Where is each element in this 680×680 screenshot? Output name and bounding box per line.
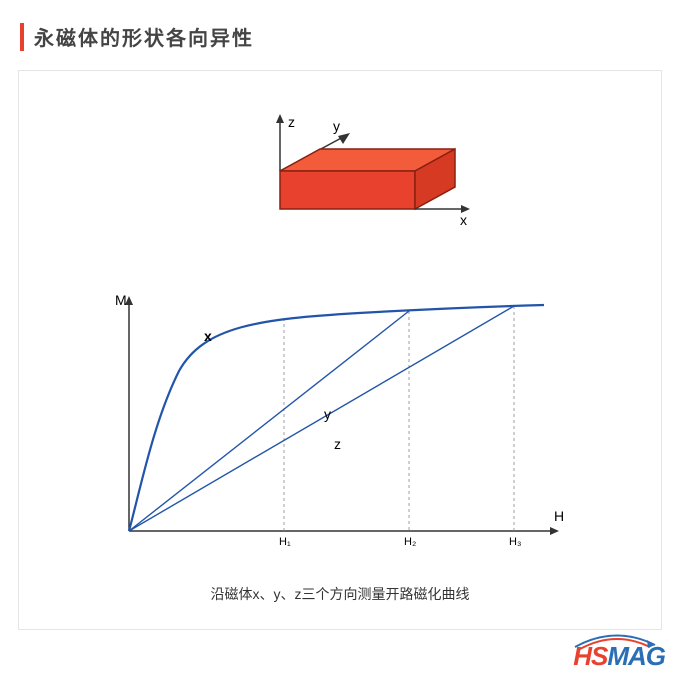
curve-y-label: y bbox=[324, 406, 331, 422]
curve-x-label: x bbox=[204, 328, 212, 344]
curve-z bbox=[129, 306, 514, 531]
page-title-bar: 永磁体的形状各向异性 bbox=[20, 22, 254, 51]
m-axis-label: M bbox=[115, 292, 127, 308]
logo-part1: HS bbox=[573, 641, 607, 671]
curve-x bbox=[129, 305, 544, 531]
h-axis-label: H bbox=[554, 508, 564, 524]
accent-bar bbox=[20, 23, 24, 51]
y-axis-label: y bbox=[333, 118, 340, 134]
x-axis-label: x bbox=[460, 212, 467, 228]
page-title: 永磁体的形状各向异性 bbox=[34, 22, 254, 51]
tick-h3: H₃ bbox=[509, 536, 521, 548]
curve-y bbox=[129, 311, 409, 531]
magnetization-chart: M H x y z H₁ H₂ H₃ bbox=[109, 291, 569, 581]
content-panel: z y x M H bbox=[18, 70, 662, 630]
logo-part2: MAG bbox=[607, 641, 665, 671]
tick-h2: H₂ bbox=[404, 536, 416, 548]
chart-caption: 沿磁体x、y、z三个方向测量开路磁化曲线 bbox=[19, 584, 661, 604]
brand-logo: HSMAG bbox=[573, 641, 665, 672]
box-3d-diagram: z y x bbox=[210, 111, 470, 261]
z-axis-label: z bbox=[288, 114, 295, 130]
curve-z-label: z bbox=[334, 436, 341, 452]
tick-h1: H₁ bbox=[279, 536, 291, 548]
